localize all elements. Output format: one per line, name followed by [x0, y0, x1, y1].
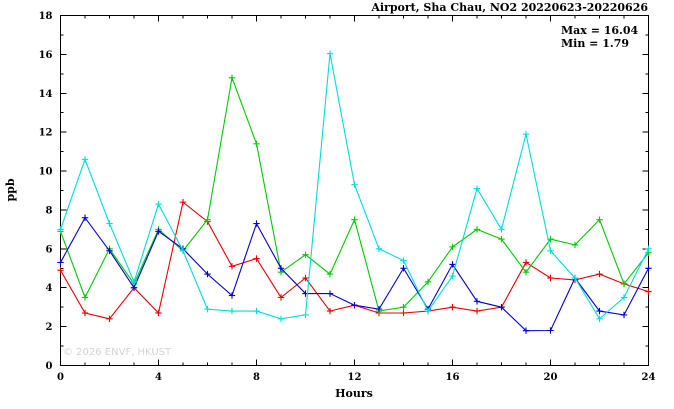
x-tick-label: 20 [544, 372, 558, 383]
y-tick-label: 2 [46, 322, 53, 333]
chart-title: Airport, Sha Chau, NO2 20220623-20220626 [370, 1, 648, 14]
x-tick-label: 12 [348, 372, 362, 383]
min-annotation: Min = 1.79 [561, 37, 629, 50]
series-blue [57, 214, 652, 334]
y-tick-label: 14 [39, 89, 53, 100]
plot-border [60, 15, 649, 366]
y-axis-label: ppb [4, 178, 17, 201]
y-tick-label: 10 [39, 167, 53, 178]
x-tick-label: 0 [57, 372, 64, 383]
y-tick-label: 6 [46, 244, 53, 255]
x-tick-label: 16 [446, 372, 460, 383]
series-cyan [57, 50, 652, 323]
x-tick-label: 24 [642, 372, 656, 383]
x-axis-label: Hours [335, 387, 373, 400]
y-tick-label: 8 [46, 205, 53, 216]
y-tick-label: 16 [39, 50, 53, 61]
max-annotation: Max = 16.04 [561, 24, 639, 37]
x-tick-label: 8 [253, 372, 260, 383]
axis-ticks [60, 15, 649, 366]
y-tick-label: 18 [39, 11, 53, 22]
y-tick-label: 12 [39, 128, 53, 139]
x-tick-label: 4 [155, 372, 162, 383]
series-green [57, 74, 652, 315]
y-tick-label: 4 [46, 283, 53, 294]
y-tick-label: 0 [46, 361, 53, 372]
watermark: © 2026 ENVF, HKUST [63, 347, 172, 358]
series-line-green [59, 75, 649, 312]
